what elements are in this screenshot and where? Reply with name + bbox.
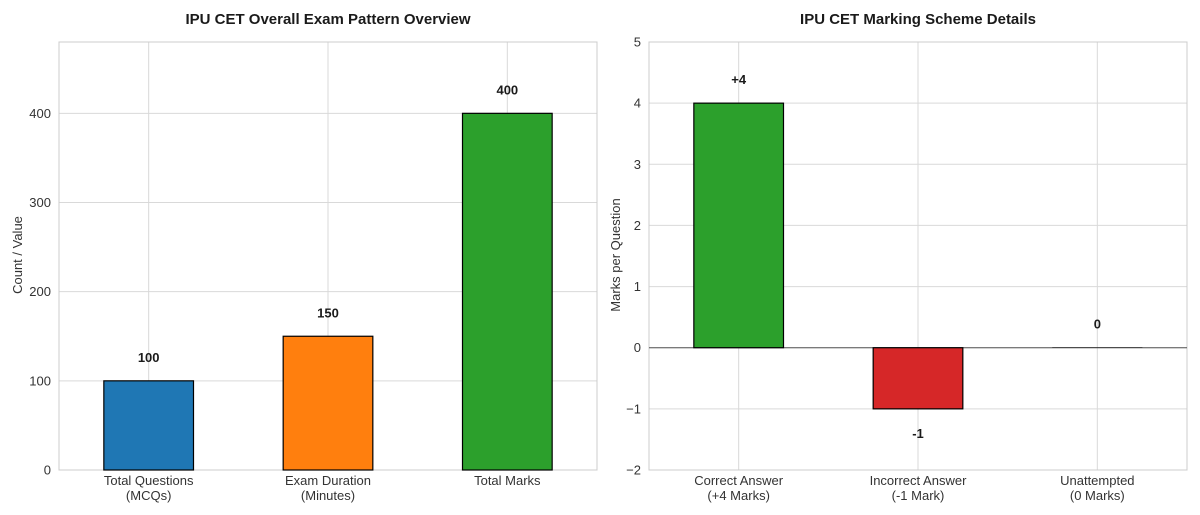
y-tick-label: 0 (634, 340, 641, 355)
y-tick-label: 0 (44, 463, 51, 478)
y-tick-label: −1 (626, 401, 641, 416)
x-tick-label: Total Questions (MCQs) (104, 473, 194, 503)
data-label: 0 (1094, 317, 1101, 332)
y-tick-label: 400 (29, 106, 51, 121)
x-tick-label: Correct Answer (+4 Marks) (694, 473, 784, 503)
y-tick-label: −2 (626, 463, 641, 478)
y-tick-label: 200 (29, 284, 51, 299)
x-tick-label: Total Marks (474, 473, 541, 488)
bar-0 (693, 102, 785, 349)
bar-2 (461, 112, 553, 471)
y-tick-label: 5 (634, 35, 641, 50)
y-tick-label: 2 (634, 218, 641, 233)
y-tick-label: 4 (634, 96, 641, 111)
y-axis-label: Count / Value (10, 216, 25, 294)
data-label: +4 (731, 72, 747, 87)
y-tick-label: 1 (634, 279, 641, 294)
y-tick-label: 3 (634, 157, 641, 172)
data-label: 100 (138, 350, 160, 365)
chart-exam-pattern: IPU CET Overall Exam Pattern Overview Co… (10, 11, 598, 503)
data-label: 400 (496, 82, 518, 97)
data-label: 150 (317, 305, 339, 320)
chart-title: IPU CET Marking Scheme Details (800, 11, 1036, 28)
x-tick-label: Unattempted (0 Marks) (1060, 473, 1134, 503)
y-tick-label: 100 (29, 373, 51, 388)
plot-frame (648, 41, 1188, 471)
chart-title: IPU CET Overall Exam Pattern Overview (185, 11, 470, 28)
data-label: -1 (912, 426, 924, 441)
chart-marking-scheme: IPU CET Marking Scheme Details Marks per… (608, 11, 1188, 503)
x-tick-label: Exam Duration (Minutes) (285, 473, 371, 503)
y-tick-label: 300 (29, 195, 51, 210)
bar-0 (103, 380, 195, 471)
bar-1 (282, 335, 374, 471)
x-tick-label: Incorrect Answer (-1 Mark) (870, 473, 967, 503)
bar-1 (872, 347, 964, 410)
y-axis-label: Marks per Question (608, 198, 623, 311)
